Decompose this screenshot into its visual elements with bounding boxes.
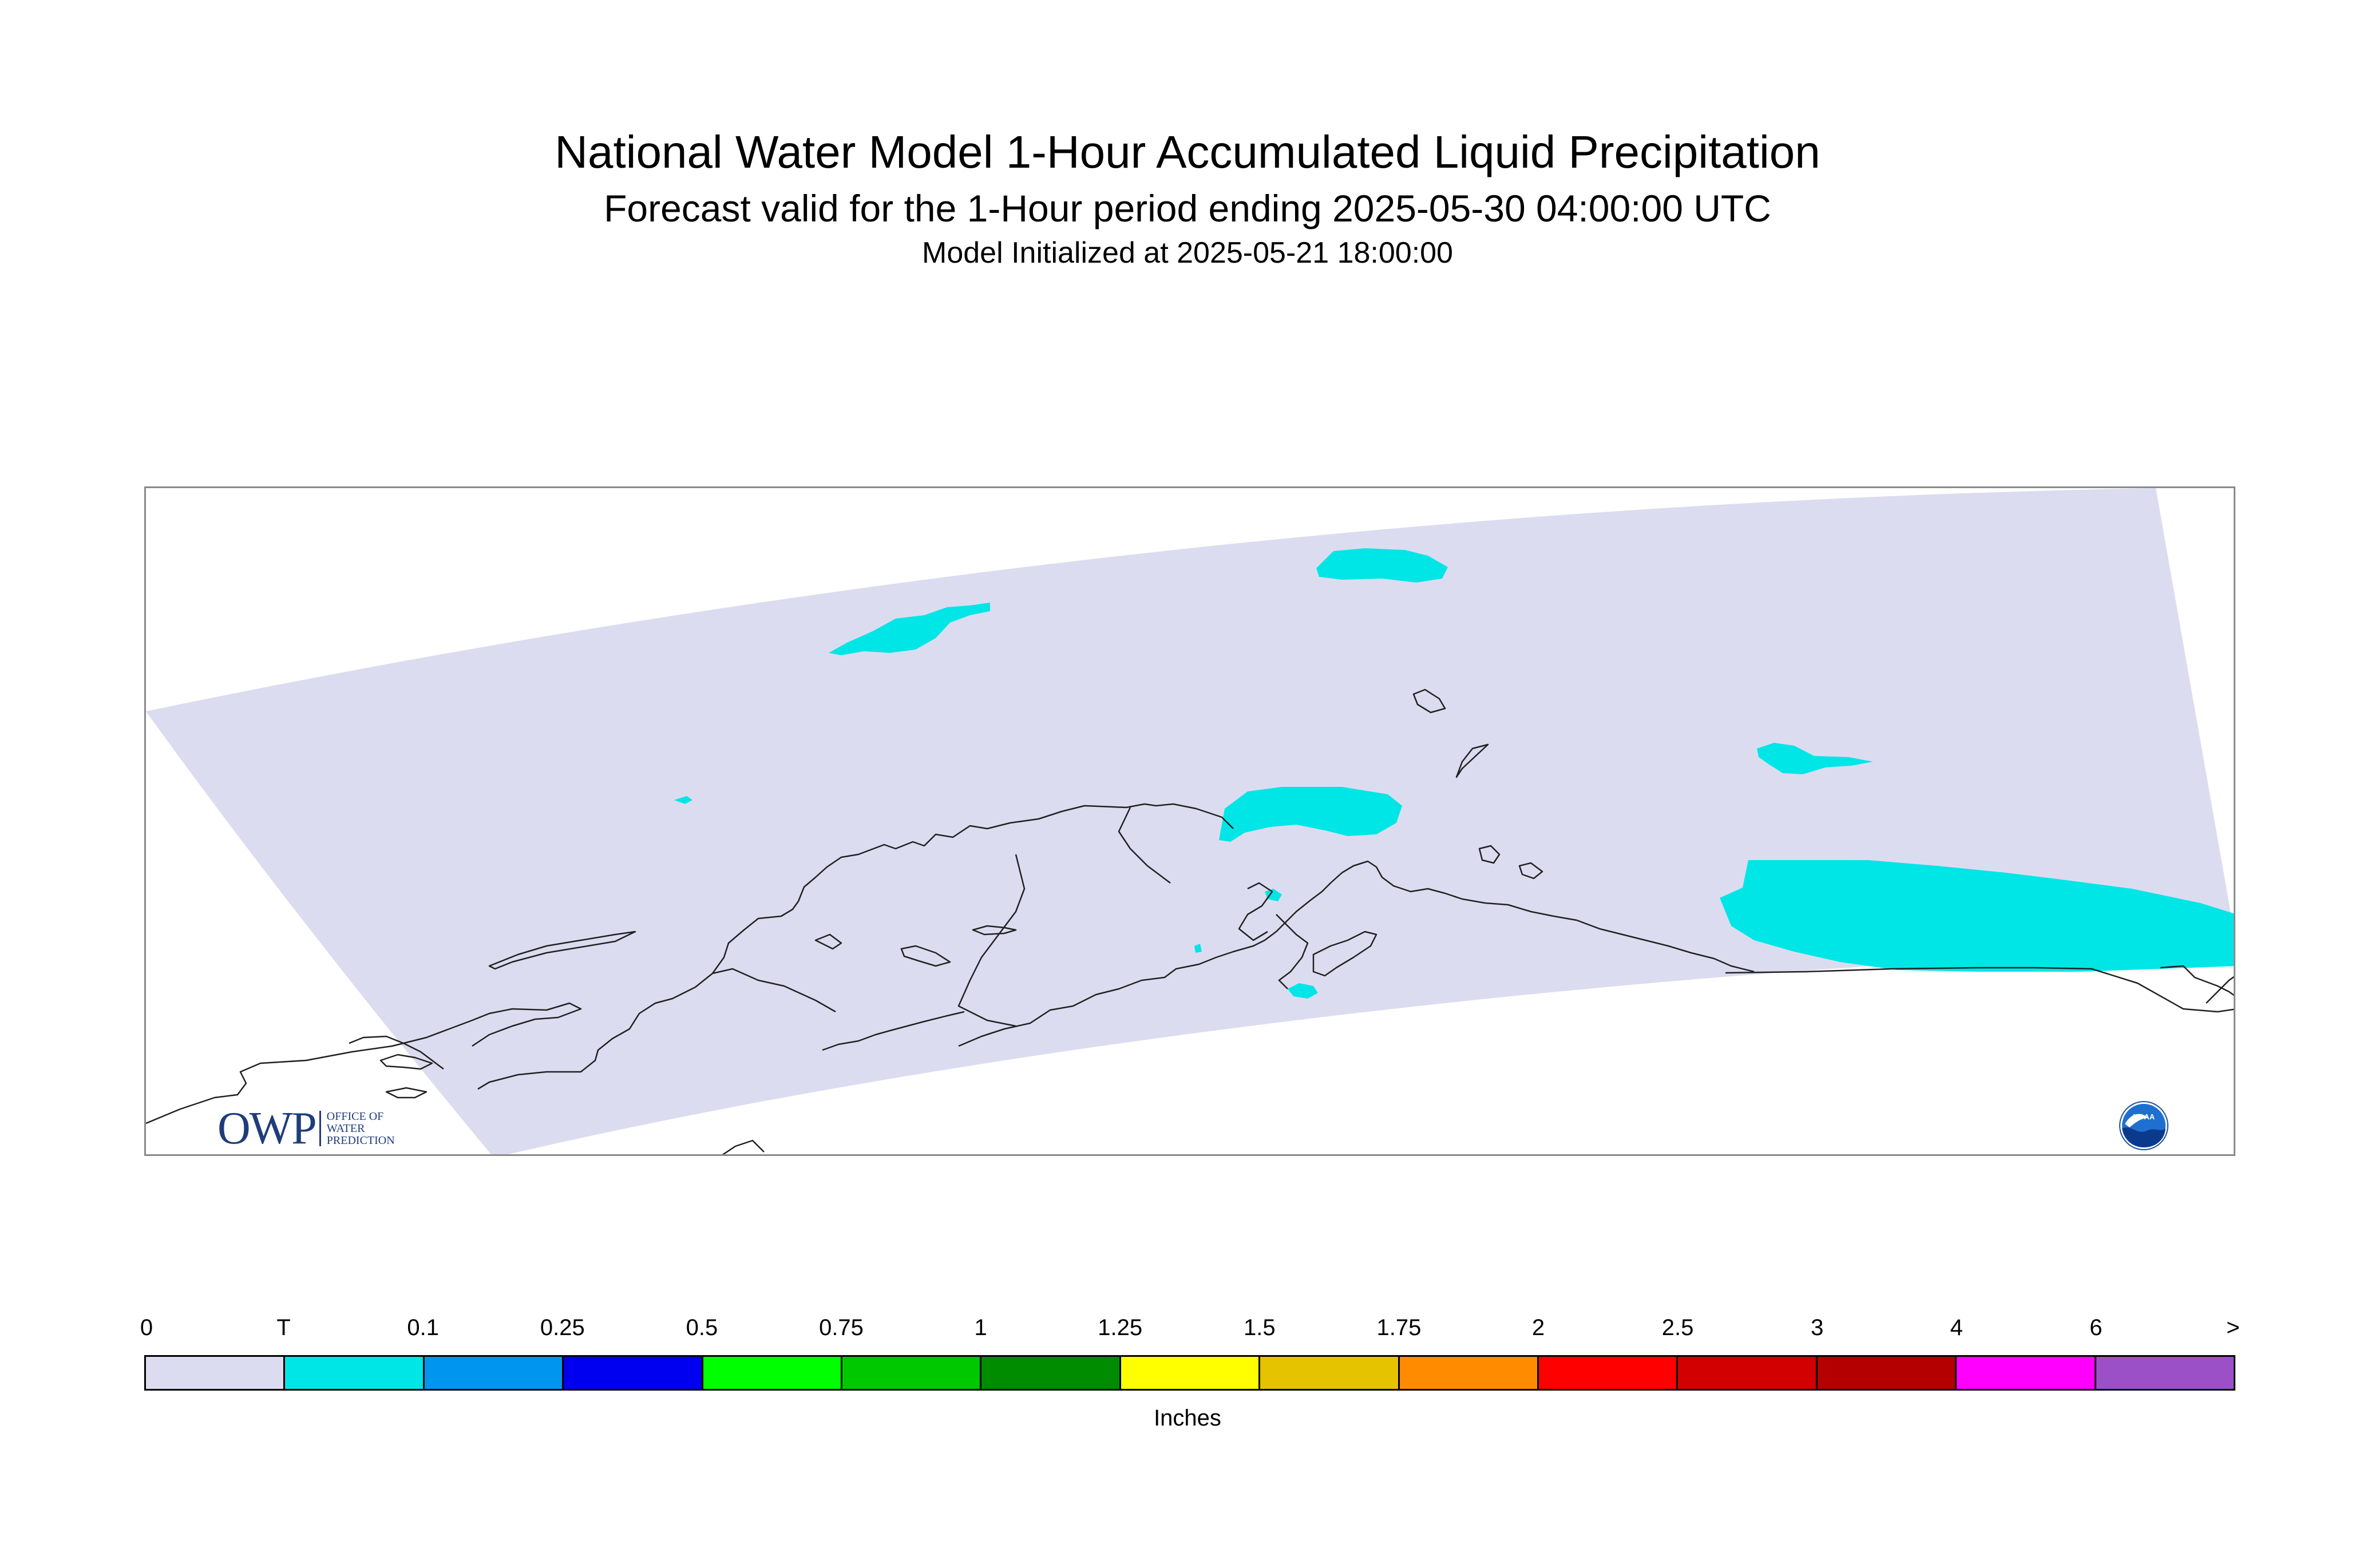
legend-swatch-8 (1260, 1357, 1400, 1389)
owp-logo-line3: PREDICTION (326, 1134, 395, 1147)
coastline-bering-east (1126, 803, 1234, 829)
owp-logo: OWP OFFICE OF WATER PREDICTION (217, 1106, 395, 1151)
precip-area-north-central (1316, 548, 1448, 583)
legend-swatch-0 (146, 1357, 286, 1389)
precip-area-southeast-large (1720, 860, 2234, 972)
legend-swatch-14 (2096, 1357, 2234, 1389)
noaa-logo: NOAA (2119, 1101, 2168, 1150)
noaa-logo-text: NOAA (2133, 1112, 2155, 1121)
legend-swatch-7 (1121, 1357, 1261, 1389)
legend-swatch-4 (703, 1357, 843, 1389)
legend-tick-label: 1.75 (1376, 1315, 1422, 1340)
model-initialized-line: Model Initialized at 2025-05-21 18:00:00 (922, 236, 1453, 270)
coastline-chukotka (146, 1002, 582, 1124)
legend-swatch-11 (1678, 1357, 1818, 1389)
island-pribilof (814, 933, 842, 950)
island-nunivak (972, 925, 1017, 936)
precip-area-east-small (1757, 743, 1873, 774)
legend-tick-label: 1.5 (1243, 1315, 1276, 1340)
island-arctic-1 (1412, 688, 1446, 714)
legend-tick-label: 0.5 (686, 1315, 718, 1340)
legend-swatch-13 (1957, 1357, 2096, 1389)
coastline-bristol-inlets (1238, 882, 1273, 941)
model-domain-area (146, 488, 2234, 1154)
owp-logo-words: OFFICE OF WATER PREDICTION (326, 1110, 395, 1147)
coastline-alaska-peninsula (958, 860, 1755, 1047)
coastline-st-lawrence-bay (379, 1054, 433, 1070)
owp-logo-line1: OFFICE OF (326, 1110, 384, 1123)
coastline-kodiak (1312, 930, 1378, 977)
owp-logo-divider (319, 1111, 321, 1146)
precip-area-northwest (829, 603, 990, 655)
legend-tick-label: 0.1 (407, 1315, 439, 1340)
legend-tick-label: > (2226, 1315, 2240, 1340)
coastline-gulf-islands (1478, 845, 1543, 880)
island-arctic-2 (1455, 743, 1489, 778)
legend-tick-label: T (276, 1315, 291, 1340)
map-canvas (146, 488, 2234, 1154)
legend-swatch-1 (285, 1357, 425, 1389)
precip-area-bristol-bay (1219, 787, 1402, 842)
legend-tick-label: 1 (974, 1315, 987, 1340)
legend-swatch-12 (1817, 1357, 1957, 1389)
legend-units-label: Inches (1154, 1405, 1221, 1431)
legend-tick-label: 4 (1950, 1315, 1963, 1340)
coastline-se-panhandle (2160, 965, 2234, 996)
coastline-lower-chukotka (722, 1139, 765, 1154)
legend-tick-labels: 0 T 0.1 0.25 0.5 0.75 1 1.25 1.5 1.75 2 2.5 3 4 6 > (0, 1315, 2375, 1349)
precipitation-areas (674, 548, 2234, 999)
coastline-south-boundary (1725, 967, 2234, 1013)
coastline-far-east-panhandle (2206, 976, 2234, 1004)
coastline-outlines (146, 688, 2234, 1154)
coastline-kuskokwim (957, 854, 1026, 1027)
legend-swatch-9 (1399, 1357, 1539, 1389)
legend-swatch-5 (842, 1357, 982, 1389)
coastline-norton-peninsula (712, 968, 836, 1013)
precip-area-kodiak (1265, 889, 1282, 901)
precip-area-peninsula (1288, 983, 1318, 999)
owp-logo-letters: OWP (217, 1103, 317, 1154)
coastline-aleutian-chain (822, 1011, 965, 1051)
owp-logo-line2: WATER (326, 1122, 365, 1135)
coastline-bottom-left-island (385, 1087, 428, 1099)
legend-swatch-3 (564, 1357, 703, 1389)
map-title: National Water Model 1-Hour Accumulated … (555, 126, 1820, 177)
coastline-chukotka-south (349, 1035, 444, 1070)
coastline-main-west (477, 805, 1127, 1090)
legend-tick-label: 2 (1531, 1315, 1545, 1340)
legend-swatch-2 (424, 1357, 564, 1389)
coastline-kenai (1276, 914, 1309, 989)
legend-tick-label: 2.5 (1661, 1315, 1694, 1340)
forecast-valid-subtitle: Forecast valid for the 1-Hour period end… (604, 187, 1771, 229)
coastline-yukon-river (1118, 807, 1171, 884)
precip-area-island-speck (1194, 944, 1202, 953)
legend-tick-label: 6 (2089, 1315, 2103, 1340)
island-st-lawrence (488, 930, 636, 970)
legend-color-bar (144, 1355, 2235, 1391)
legend-tick-label: 1.25 (1098, 1315, 1143, 1340)
legend-tick-label: 0.25 (540, 1315, 585, 1340)
legend-tick-label: 3 (1811, 1315, 1824, 1340)
precip-area-small-islet (674, 796, 692, 804)
precipitation-map: #map-frame .precip path { fill: #00e6e6;… (144, 486, 2235, 1156)
legend-swatch-10 (1539, 1357, 1679, 1389)
legend-swatch-6 (981, 1357, 1121, 1389)
island-st-matthew (900, 945, 951, 967)
legend-tick-label: 0 (140, 1315, 153, 1340)
legend-tick-label: 0.75 (819, 1315, 864, 1340)
